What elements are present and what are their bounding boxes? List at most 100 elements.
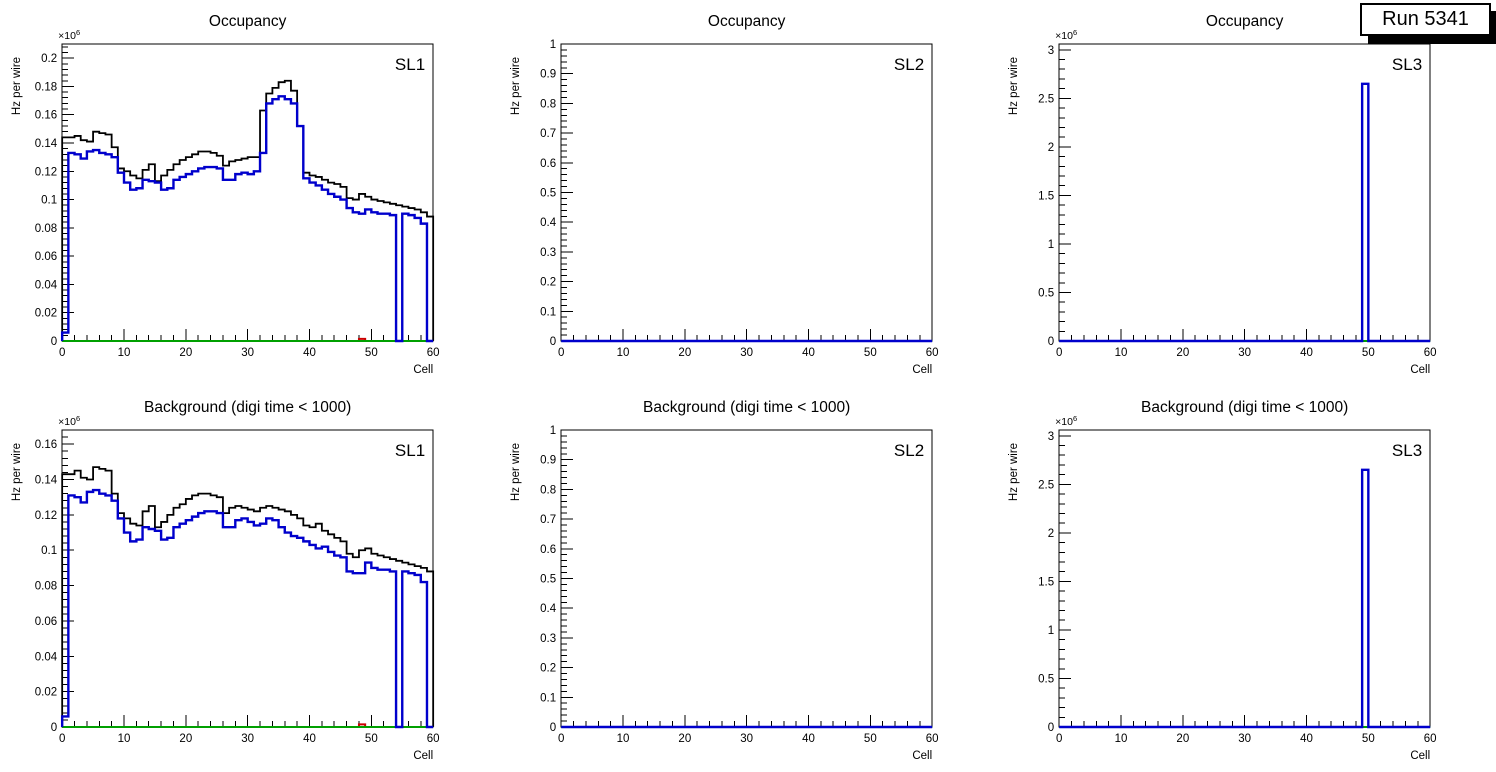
x-tick-label: 20 [678, 347, 691, 359]
x-tick-label: 60 [427, 733, 440, 745]
y-axis-title: Hz per wire [1008, 443, 1020, 501]
x-tick-label: 50 [365, 733, 378, 745]
x-tick-label: 10 [118, 347, 131, 359]
x-tick-label: 0 [1056, 733, 1062, 745]
y-tick-label: 0.4 [540, 217, 557, 229]
x-tick-label: 20 [678, 733, 691, 745]
x-tick-label: 40 [802, 347, 815, 359]
x-tick-label: 10 [1115, 733, 1128, 745]
panel-background-sl3: 0 0.5 1 1.5 2 2.5 3 0 10 20 30 40 50 60 ×106 Background… [997, 386, 1496, 772]
x-tick-label: 40 [1300, 733, 1313, 745]
x-axis-title: Cell [1411, 364, 1431, 376]
pad-label: SL3 [1392, 441, 1422, 460]
y-tick-label: 0 [1048, 336, 1054, 348]
x-tick-label: 10 [616, 347, 629, 359]
chart-title: Background (digi time < 1000) [643, 399, 850, 416]
y-tick-label: 2.5 [1038, 479, 1054, 491]
y-tick-label: 0.8 [540, 98, 556, 110]
y-tick-label: 0.1 [41, 195, 57, 207]
x-tick-label: 50 [365, 347, 378, 359]
x-tick-label: 0 [558, 733, 564, 745]
y-tick-label: 0 [51, 336, 57, 348]
x-tick-label: 50 [864, 347, 877, 359]
x-tick-label: 60 [925, 733, 938, 745]
chart-title: Background (digi time < 1000) [1141, 399, 1348, 416]
panel-background-sl2: 0 0.1 0.2 0.3 0.4 0.5 0.6 0.7 0.8 0.9 1 0 10 20 30 40 50… [499, 386, 998, 772]
y-tick-label: 0.08 [35, 581, 57, 593]
plot-frame [61, 43, 434, 342]
y-tick-label: 1 [1048, 625, 1054, 637]
run-badge-label: Run 5341 [1382, 8, 1469, 30]
y-tick-label: 3 [1048, 45, 1054, 57]
x-tick-label: 30 [1239, 347, 1252, 359]
y-tick-label: 0 [549, 722, 555, 734]
y-axis-title: Hz per wire [1008, 57, 1020, 115]
y-tick-label: 1 [549, 425, 555, 437]
y-tick-label: 1.5 [1038, 190, 1054, 202]
x-tick-label: 30 [1239, 733, 1252, 745]
chart-background-sl3: 00.511.522.530 10 20 30 40 50 60×106Background… [1008, 399, 1437, 762]
y-tick-label: 0 [51, 722, 57, 734]
y-tick-label: 2.5 [1038, 93, 1054, 105]
y-axis-title: Hz per wire [11, 57, 23, 115]
y-exponent-label: ×106 [58, 28, 80, 42]
x-axis-title: Cell [413, 750, 433, 762]
chart-occupancy-sl2: 00.10.20.30.40.50.60.70.80.910 10 20 30 40 50… [510, 13, 938, 376]
x-axis-title: Cell [912, 750, 932, 762]
x-tick-label: 40 [303, 347, 316, 359]
x-tick-label: 10 [118, 733, 131, 745]
y-tick-label: 0.16 [35, 110, 57, 122]
y-tick-label: 0.2 [41, 53, 57, 65]
x-tick-label: 20 [179, 733, 192, 745]
pad-label: SL1 [395, 441, 425, 460]
y-exponent-label: ×106 [58, 414, 80, 428]
y-tick-label: 0.1 [540, 692, 556, 704]
y-tick-label: 0.9 [540, 455, 556, 467]
x-tick-label: 60 [1424, 733, 1437, 745]
plot-frame [61, 429, 434, 728]
y-exponent-label: ×106 [1055, 28, 1077, 42]
y-tick-label: 0.1 [41, 545, 57, 557]
y-tick-label: 0.3 [540, 247, 556, 259]
y-tick-label: 0.5 [1038, 287, 1054, 299]
x-tick-label: 0 [59, 733, 65, 745]
y-tick-label: 0.14 [35, 475, 58, 487]
chart-title: Background (digi time < 1000) [144, 399, 351, 416]
x-tick-label: 60 [427, 347, 440, 359]
y-tick-label: 0.16 [35, 439, 57, 451]
x-tick-label: 30 [740, 733, 753, 745]
y-axis-title: Hz per wire [510, 57, 522, 115]
y-tick-label: 0.5 [540, 574, 556, 586]
y-tick-label: 0 [549, 336, 555, 348]
x-tick-label: 60 [925, 347, 938, 359]
y-tick-label: 1.5 [1038, 576, 1054, 588]
pad-label: SL1 [395, 55, 425, 74]
y-tick-label: 0.1 [540, 306, 556, 318]
y-tick-label: 0.5 [540, 188, 556, 200]
y-exponent-label: ×106 [1055, 414, 1077, 428]
y-axis-title: Hz per wire [510, 443, 522, 501]
y-tick-label: 0.9 [540, 69, 556, 81]
panel-occupancy-sl3: 0 0.5 1 1.5 2 2.5 3 0 10 20 30 40 50 60 ×106 Occupancy S… [997, 0, 1496, 386]
x-tick-label: 30 [740, 347, 753, 359]
y-tick-label: 0.02 [35, 308, 57, 320]
x-tick-label: 0 [1056, 347, 1062, 359]
x-tick-label: 30 [241, 347, 254, 359]
y-tick-label: 1 [549, 39, 555, 51]
x-tick-label: 40 [1300, 347, 1313, 359]
x-tick-label: 50 [864, 733, 877, 745]
series-selected-rate [1059, 82, 1431, 343]
panel-occupancy-sl2: 0 0.1 0.2 0.3 0.4 0.5 0.6 0.7 0.8 0.9 1 0 10 20 30 40 50… [499, 0, 998, 386]
y-tick-label: 0.12 [35, 166, 57, 178]
chart-title: Occupancy [708, 13, 786, 30]
y-tick-label: 0.06 [35, 251, 57, 263]
plot-frame [1058, 429, 1431, 728]
series-selected-rate [1059, 468, 1431, 729]
x-tick-label: 20 [179, 347, 192, 359]
pad-label: SL2 [894, 441, 924, 460]
x-axis-title: Cell [1411, 750, 1431, 762]
y-tick-label: 1 [1048, 239, 1054, 251]
y-tick-label: 0.2 [540, 663, 556, 675]
x-axis-title: Cell [912, 364, 932, 376]
